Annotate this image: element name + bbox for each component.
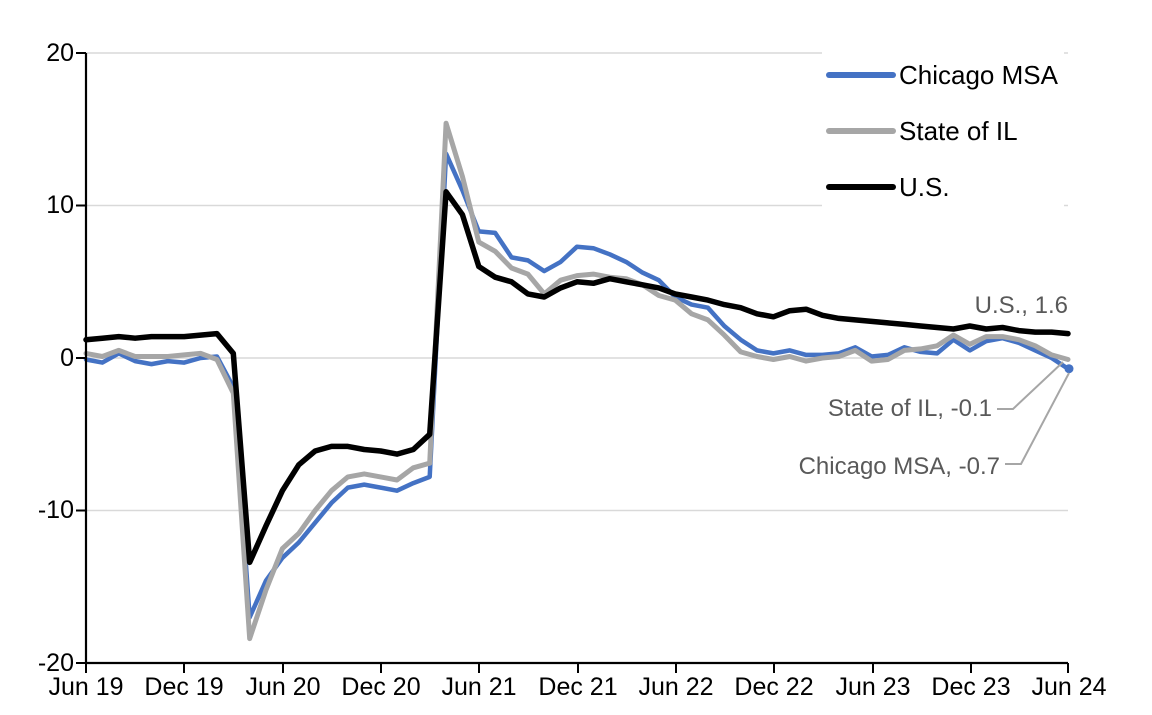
legend-swatch-chicago-msa bbox=[826, 72, 896, 78]
legend-item-chicago-msa: Chicago MSA bbox=[826, 47, 1058, 103]
y-tick-label: -10 bbox=[37, 496, 74, 524]
annotation-us: U.S., 1.6 bbox=[974, 292, 1068, 319]
legend-item-state-of-il: State of IL bbox=[826, 103, 1058, 159]
legend-label: U.S. bbox=[899, 171, 950, 202]
axes bbox=[76, 52, 1069, 673]
y-tick-label: 0 bbox=[60, 344, 74, 372]
legend-swatch-state-of-il bbox=[826, 128, 896, 134]
x-tick-label: Jun 19 bbox=[48, 673, 124, 701]
legend-item-us: U.S. bbox=[826, 159, 1058, 215]
y-tick-label: -20 bbox=[37, 649, 74, 677]
x-tick-label: Dec 19 bbox=[144, 673, 224, 701]
annotation-chicago-msa: Chicago MSA, -0.7 bbox=[798, 453, 1000, 480]
x-tick-label: Dec 22 bbox=[734, 673, 814, 701]
data-series bbox=[83, 120, 1074, 642]
y-tick-label: 20 bbox=[46, 39, 74, 67]
x-tick-label: Dec 23 bbox=[931, 673, 1011, 701]
x-tick-label: Jun 23 bbox=[835, 673, 911, 701]
y-tick-label: 10 bbox=[46, 191, 74, 219]
x-tick-label: Dec 20 bbox=[341, 673, 421, 701]
annotation-state-of-il: State of IL, -0.1 bbox=[827, 395, 992, 422]
legend-label: Chicago MSA bbox=[899, 59, 1058, 90]
legend-label: State of IL bbox=[899, 115, 1018, 146]
x-tick-label: Jun 24 bbox=[1031, 673, 1107, 701]
series-line-state-of-il bbox=[83, 120, 1071, 642]
x-tick-label: Jun 21 bbox=[441, 673, 517, 701]
x-tick-label: Jun 22 bbox=[638, 673, 714, 701]
end-point-marker bbox=[1064, 364, 1074, 374]
x-tick-label: Dec 21 bbox=[538, 673, 618, 701]
annotation-leader-lines bbox=[997, 361, 1070, 465]
legend: Chicago MSA State of IL U.S. bbox=[822, 47, 1064, 215]
legend-swatch-us bbox=[826, 184, 896, 190]
x-tick-label: Jun 20 bbox=[245, 673, 321, 701]
series-line-u-s- bbox=[83, 189, 1071, 566]
